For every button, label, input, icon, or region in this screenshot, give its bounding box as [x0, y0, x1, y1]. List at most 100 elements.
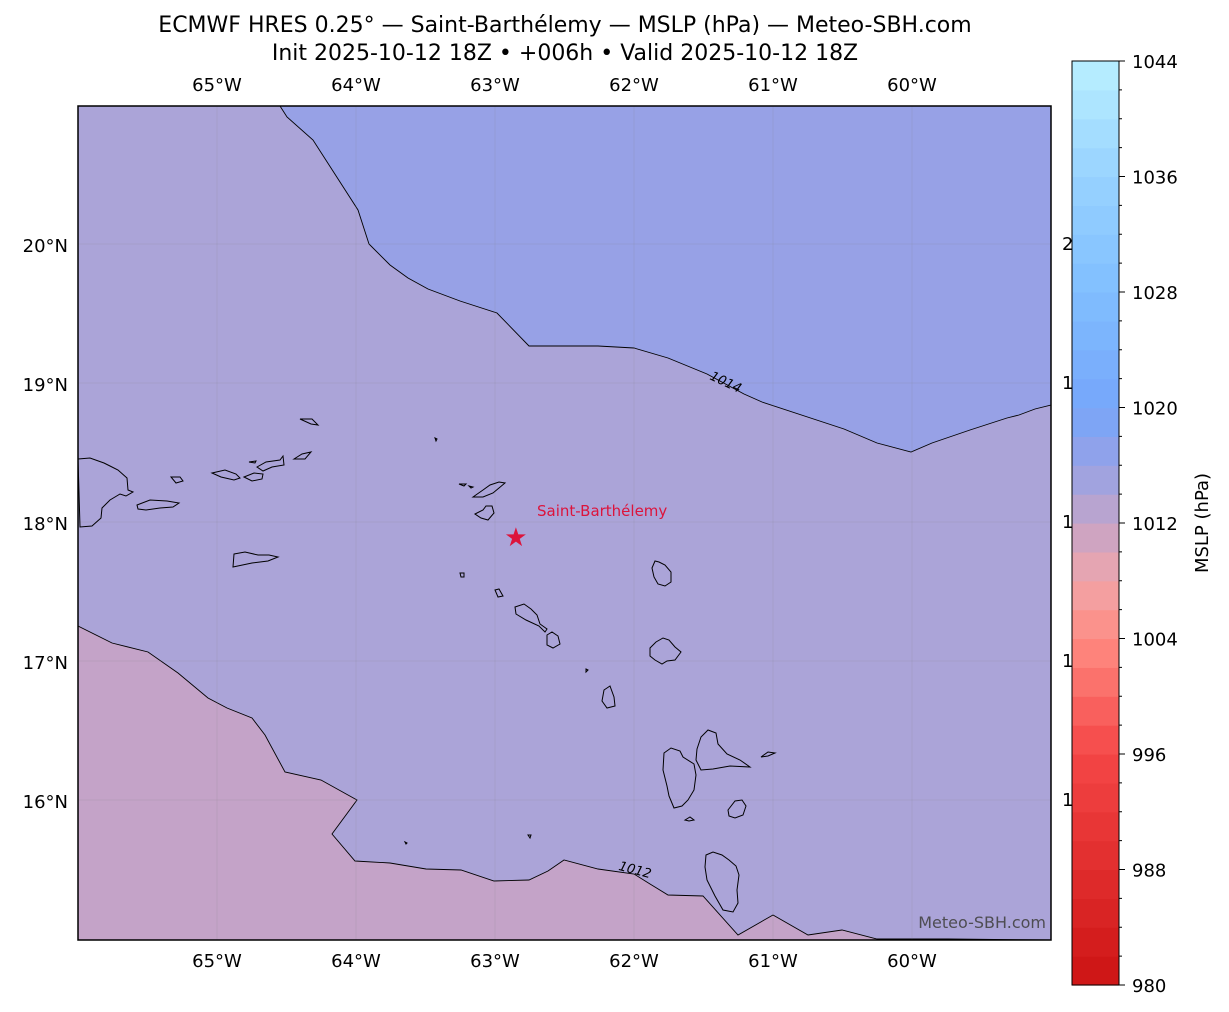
colorbar-band	[1072, 551, 1119, 582]
colorbar-band	[1072, 436, 1119, 466]
colorbar-band	[1072, 782, 1119, 813]
colorbar-band	[1072, 696, 1119, 726]
colorbar-band	[1072, 754, 1119, 784]
colorbar-band	[1072, 407, 1119, 437]
map-title: ECMWF HRES 0.25° — Saint-Barthélemy — MS…	[158, 13, 972, 38]
lon-tick-label-top: 63°W	[470, 75, 520, 96]
colorbar-band	[1072, 869, 1119, 899]
lon-tick-label-top: 64°W	[331, 75, 381, 96]
colorbar-band	[1072, 263, 1119, 293]
redonda	[585, 668, 589, 674]
longitude-labels-bottom: 65°W 64°W 63°W 62°W 61°W 60°W	[192, 951, 937, 972]
lon-tick-label-bottom: 61°W	[748, 951, 798, 972]
colorbar-tick-label: 1004	[1132, 630, 1178, 651]
location-label: Saint-Barthélemy	[537, 502, 667, 520]
right-lat-label: 1	[1062, 651, 1073, 672]
colorbar-band	[1072, 234, 1119, 264]
colorbar-band	[1072, 667, 1119, 697]
sint-eustatius	[494, 588, 504, 598]
colorbar-band	[1072, 898, 1119, 928]
saint-kitts	[514, 603, 548, 633]
colorbar: 980 988 996 1004 1012 1020 1028 1036 1044 MSLP (…	[1071, 52, 1213, 997]
lat-tick-label: 18°N	[23, 514, 68, 535]
colorbar-band	[1072, 349, 1119, 380]
colorbar-band	[1072, 609, 1119, 640]
nevis	[546, 631, 561, 649]
colorbar-band	[1072, 465, 1119, 495]
puerto-rico-east	[78, 457, 135, 528]
montserrat	[601, 685, 616, 709]
pressure-band-1014-1016	[279, 106, 1051, 453]
anegada	[299, 418, 320, 426]
lon-tick-label-bottom: 63°W	[470, 951, 520, 972]
tortola	[256, 454, 285, 472]
dominica	[704, 851, 740, 913]
colorbar-band	[1072, 118, 1119, 149]
colorbar-band	[1072, 292, 1119, 322]
colorbar-tick-label: 988	[1132, 861, 1166, 882]
lat-tick-label: 19°N	[23, 375, 68, 396]
colorbar-label: MSLP (hPa)	[1192, 473, 1213, 573]
colorbar-band	[1072, 956, 1119, 986]
colorbar-band	[1072, 89, 1119, 120]
les-saintes	[683, 816, 696, 822]
saint-martin	[474, 505, 495, 521]
watermark: Meteo-SBH.com	[918, 913, 1046, 932]
scrub-island	[467, 485, 475, 489]
lon-tick-label-bottom: 64°W	[331, 951, 381, 972]
lat-tick-label: 20°N	[23, 236, 68, 257]
colorbar-band	[1072, 927, 1119, 957]
colorbar-band	[1072, 811, 1119, 842]
st-john	[242, 472, 264, 482]
colorbar-band	[1072, 320, 1119, 351]
lon-tick-label-top: 61°W	[748, 75, 798, 96]
gridlines	[78, 106, 1051, 940]
lon-tick-label-bottom: 62°W	[609, 951, 659, 972]
colorbar-tick-label: 980	[1132, 976, 1166, 997]
virgin-gorda	[292, 451, 313, 460]
colorbar-band	[1072, 176, 1119, 206]
la-desirade	[760, 751, 777, 758]
right-lat-label: 1	[1062, 373, 1073, 394]
longitude-labels-top: 65°W 64°W 63°W 62°W 61°W 60°W	[192, 75, 937, 96]
lat-tick-label: 16°N	[23, 792, 68, 813]
colorbar-tick-label: 1020	[1132, 399, 1178, 420]
colorbar-ticks: 980 988 996 1004 1012 1020 1028 1036 1044	[1119, 52, 1178, 997]
st-croix	[232, 551, 280, 568]
colorbar-band	[1072, 205, 1119, 235]
marie-galante	[727, 799, 747, 819]
map-panel: 1014 1012 ★ Saint-Barthélemy Meteo-SBH.c…	[78, 106, 1051, 940]
saba	[459, 572, 465, 578]
colorbar-band	[1072, 725, 1119, 755]
colorbar-band	[1072, 580, 1119, 611]
colorbar-tick-label: 1036	[1132, 168, 1178, 189]
right-lat-label: 1	[1062, 512, 1073, 533]
coastlines	[78, 418, 777, 913]
basse-terre	[662, 747, 697, 809]
colorbar-band	[1072, 378, 1119, 409]
colorbar-band	[1072, 523, 1119, 553]
st-thomas	[210, 469, 241, 481]
pressure-band-1010-1012	[78, 625, 1051, 940]
colorbar-tick-label: 1012	[1132, 514, 1178, 535]
vieques	[136, 499, 181, 511]
lon-tick-label-bottom: 65°W	[192, 951, 242, 972]
colorbar-band	[1072, 494, 1119, 524]
latitude-labels-left: 20°N 19°N 18°N 17°N 16°N	[23, 236, 68, 813]
colorbar-band	[1072, 61, 1119, 91]
colorbar-tick-label: 1044	[1132, 52, 1178, 73]
colorbar-bands	[1072, 61, 1119, 986]
antigua	[651, 560, 672, 587]
jost-van-dyke	[248, 460, 257, 464]
colorbar-band	[1072, 840, 1119, 871]
lon-tick-label-bottom: 60°W	[887, 951, 937, 972]
lat-tick-label: 17°N	[23, 653, 68, 674]
lon-tick-label-top: 65°W	[192, 75, 242, 96]
colorbar-tick-label: 1028	[1132, 283, 1178, 304]
aves-island	[527, 834, 532, 840]
colorbar-band	[1072, 147, 1119, 178]
grande-terre	[695, 729, 752, 771]
islet	[403, 840, 408, 845]
map-frame	[77, 105, 1052, 941]
